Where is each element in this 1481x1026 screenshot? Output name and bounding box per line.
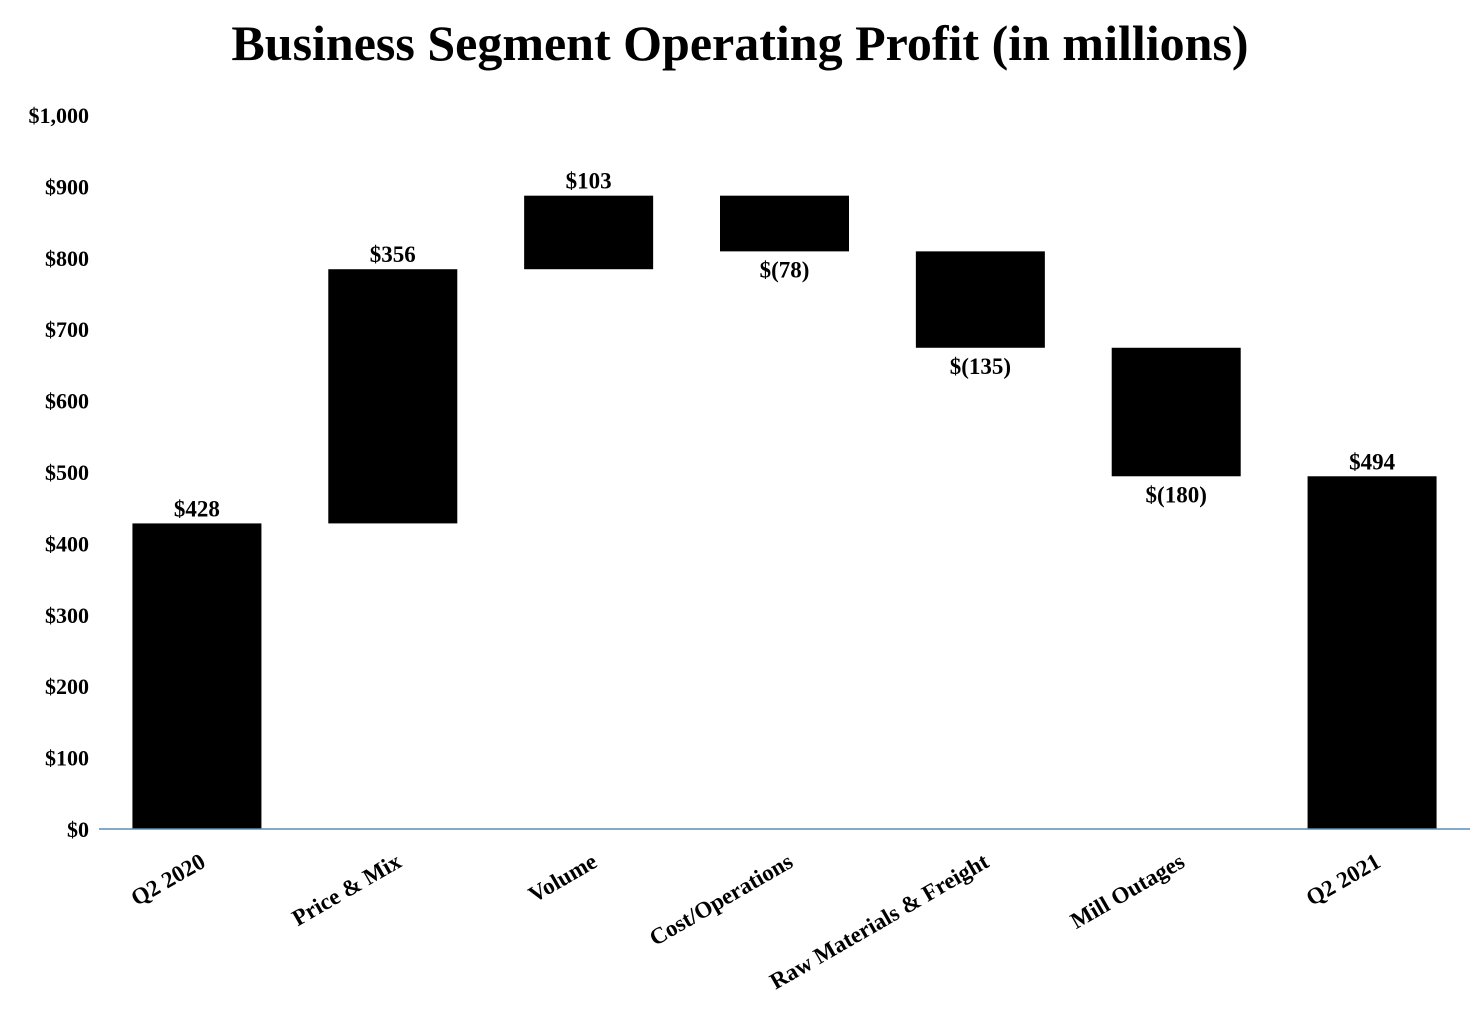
bar-q2-2021 [1307,476,1437,829]
bars-group [132,195,1437,829]
data-labels-group: $428 $356 $103 $(78) $(135) $(180) $494 [174,169,1396,522]
y-tick-label: $1,000 [29,103,90,128]
y-axis: $0 $100 $200 $300 $400 $500 $600 $700 $800 $900 $1… [29,103,90,842]
chart-title: Business Segment Operating Profit (in mi… [231,15,1248,71]
bar-mill-outages [1111,347,1241,477]
y-tick-label: $200 [45,674,89,699]
bar-raw-materials-freight [915,251,1045,348]
data-label-q2-2020: $428 [174,496,220,521]
y-tick-label: $400 [45,531,89,556]
x-tick-label-price-mix: Price & Mix [288,848,406,931]
x-tick-label-cost-operations: Cost/Operations [645,849,797,951]
y-tick-label: $300 [45,603,89,628]
x-tick-label-volume: Volume [524,849,601,908]
bar-price-mix [328,269,458,524]
bar-volume [524,195,654,270]
x-tick-label-q2-2021: Q2 2021 [1302,849,1385,911]
data-label-cost-operations: $(78) [760,257,810,282]
bar-q2-2020 [132,523,262,829]
data-label-mill-outages: $(180) [1146,482,1207,507]
data-label-q2-2021: $494 [1349,449,1396,474]
x-tick-label-q2-2020: Q2 2020 [127,849,210,911]
y-tick-label: $100 [45,746,89,771]
y-tick-label: $900 [45,174,89,199]
data-label-raw-materials-freight: $(135) [950,354,1011,379]
y-tick-label: $500 [45,460,89,485]
y-tick-label: $0 [67,817,89,842]
x-tick-label-raw-materials-freight: Raw Materials & Freight [766,848,994,994]
y-tick-label: $700 [45,317,89,342]
data-label-price-mix: $356 [370,242,416,267]
y-tick-label: $800 [45,246,89,271]
x-tick-label-mill-outages: Mill Outages [1066,849,1189,934]
bar-cost-operations [720,195,849,252]
y-tick-label: $600 [45,389,89,414]
data-label-volume: $103 [566,169,612,194]
x-axis: Q2 2020 Price & Mix Volume Cost/OperationsR… [127,848,1385,994]
